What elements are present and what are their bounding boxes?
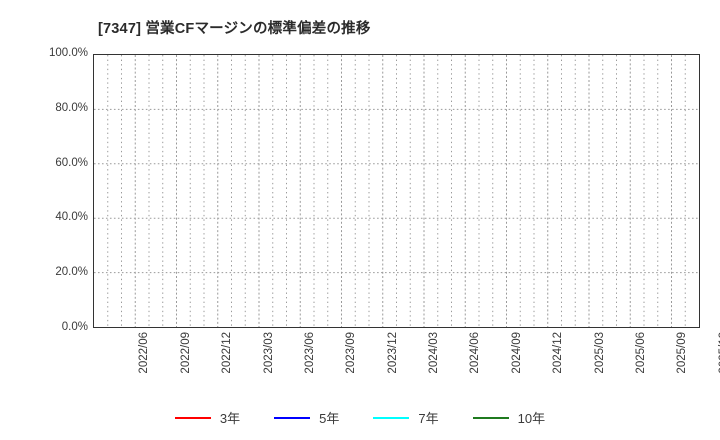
x-tick-label: 2022/06 [138, 332, 151, 374]
gridlines [94, 55, 699, 327]
x-tick-label: 2023/06 [303, 332, 316, 374]
legend-label: 7年 [418, 410, 439, 426]
x-tick-label: 2023/12 [386, 332, 399, 374]
y-tick-label: 20.0% [55, 266, 88, 279]
x-axis: 2022/06 2022/09 2022/12 2023/03 2023/06 2023/… [93, 332, 720, 404]
x-tick-label: 2024/06 [469, 332, 482, 374]
y-axis: 100.0% 80.0% 60.0% 40.0% 20.0% 0.0% [36, 47, 88, 332]
legend-label: 3年 [219, 410, 241, 426]
y-tick-label: 100.0% [48, 47, 88, 59]
x-tick-label: 2023/09 [345, 332, 358, 374]
x-tick-label: 2024/12 [552, 332, 565, 374]
legend-color-swatch [274, 417, 311, 419]
legend-item[interactable]: 3年 [174, 410, 241, 426]
x-tick-label: 2025/09 [676, 332, 689, 374]
legend-color-swatch [174, 417, 211, 419]
legend-item[interactable]: 5年 [274, 412, 339, 425]
chart-legend: 3年 5年 7年 10年 [0, 407, 720, 429]
x-tick-label: 2025/03 [593, 332, 606, 374]
y-tick-label: 60.0% [55, 156, 88, 169]
series-layer [94, 55, 699, 327]
legend-color-swatch [472, 417, 509, 419]
chart-title: [7347] 営業CFマージンの標準偏差の推移 [98, 21, 371, 37]
x-tick-label: 2023/03 [262, 332, 275, 374]
legend-color-swatch [373, 417, 410, 419]
x-tick-label: 2022/12 [221, 332, 234, 374]
y-tick-label: 80.0% [55, 101, 88, 114]
x-tick-label: 2024/09 [510, 332, 523, 374]
x-tick-label: 2025/06 [635, 332, 648, 374]
legend-label: 5年 [319, 410, 340, 426]
y-tick-label: 40.0% [55, 211, 88, 224]
x-tick-label: 2022/09 [179, 332, 192, 374]
legend-item[interactable]: 10年 [472, 410, 546, 426]
y-tick-label: 0.0% [61, 321, 88, 333]
legend-label: 10年 [517, 410, 546, 426]
x-tick-label: 2024/03 [428, 332, 441, 374]
plot-area [93, 54, 700, 328]
legend-item[interactable]: 7年 [373, 410, 439, 426]
